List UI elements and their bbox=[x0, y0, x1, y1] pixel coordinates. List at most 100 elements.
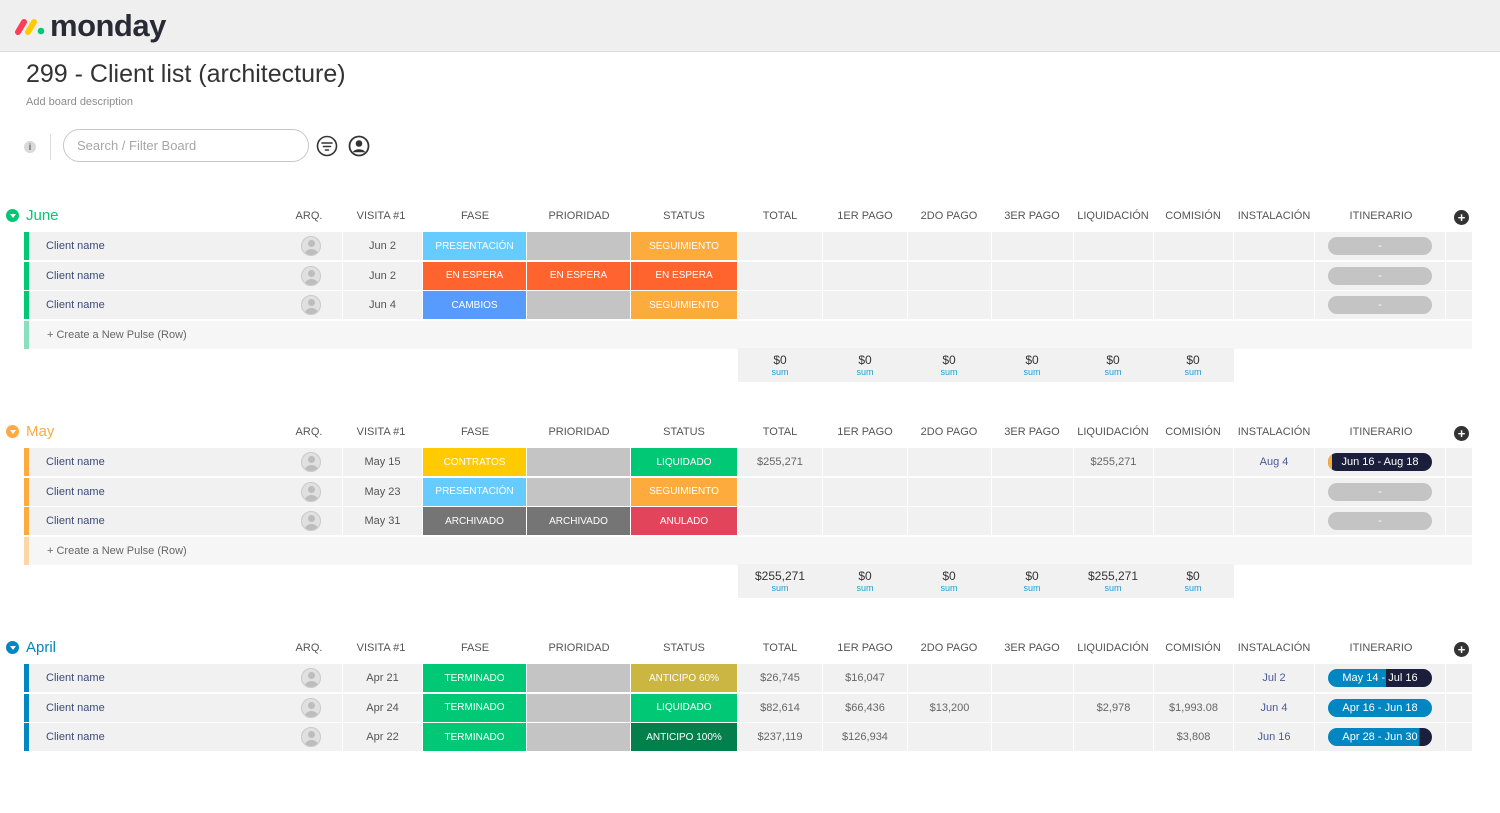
column-header-fase[interactable]: FASE bbox=[460, 426, 490, 438]
person-filter-icon[interactable] bbox=[348, 135, 370, 157]
search-input[interactable] bbox=[63, 129, 309, 162]
pago3-cell[interactable] bbox=[992, 232, 1073, 260]
column-header-3er-pago[interactable]: 3ER PAGO bbox=[1004, 642, 1060, 654]
comision-sum[interactable]: $0 sum bbox=[1153, 348, 1233, 382]
comision-cell[interactable] bbox=[1154, 448, 1233, 476]
column-header-arq-[interactable]: ARQ. bbox=[295, 642, 323, 654]
status-cell[interactable]: LIQUIDADO bbox=[631, 448, 737, 476]
architect-cell[interactable] bbox=[279, 723, 342, 751]
priority-cell[interactable] bbox=[527, 291, 630, 319]
column-header-1er-pago[interactable]: 1ER PAGO bbox=[837, 426, 893, 438]
pago1-cell[interactable] bbox=[823, 507, 907, 535]
column-header-comisi-n[interactable]: COMISIÓN bbox=[1165, 210, 1221, 222]
phase-cell[interactable]: TERMINADO bbox=[423, 693, 526, 722]
collapse-group-icon[interactable] bbox=[6, 209, 19, 222]
architect-cell[interactable] bbox=[279, 448, 342, 476]
client-name-cell[interactable]: Client name bbox=[29, 261, 279, 290]
column-header-arq-[interactable]: ARQ. bbox=[295, 426, 323, 438]
installation-cell[interactable] bbox=[1234, 291, 1314, 319]
create-pulse-button[interactable]: + Create a New Pulse (Row) bbox=[29, 537, 1472, 565]
comision-cell[interactable] bbox=[1154, 664, 1233, 692]
column-header-status[interactable]: STATUS bbox=[663, 210, 705, 222]
pago1-cell[interactable] bbox=[823, 477, 907, 506]
column-header-3er-pago[interactable]: 3ER PAGO bbox=[1004, 210, 1060, 222]
pago1-cell[interactable]: $16,047 bbox=[823, 664, 907, 692]
total-cell[interactable]: $82,614 bbox=[738, 693, 822, 722]
pago3-cell[interactable] bbox=[992, 448, 1073, 476]
pago2-cell[interactable] bbox=[908, 448, 991, 476]
total-cell[interactable] bbox=[738, 261, 822, 290]
column-header-visita-1[interactable]: VISITA #1 bbox=[356, 426, 406, 438]
pago2-cell[interactable]: $13,200 bbox=[908, 693, 991, 722]
comision-cell[interactable] bbox=[1154, 477, 1233, 506]
comision-cell[interactable]: $3,808 bbox=[1154, 723, 1233, 751]
itinerary-cell[interactable]: Jun 16 - Aug 18 bbox=[1315, 448, 1445, 476]
collapse-group-icon[interactable] bbox=[6, 641, 19, 654]
liquidacion-cell[interactable] bbox=[1074, 507, 1153, 535]
itinerary-cell[interactable]: - bbox=[1315, 477, 1445, 506]
phase-cell[interactable]: PRESENTACIÓN bbox=[423, 477, 526, 506]
pago2-cell[interactable] bbox=[908, 477, 991, 506]
table-row[interactable]: Client name Jun 2 PRESENTACIÓN SEGUIMIENTO - bbox=[24, 232, 1477, 261]
itinerary-cell[interactable]: - bbox=[1315, 291, 1445, 319]
column-header-prioridad[interactable]: PRIORIDAD bbox=[548, 426, 610, 438]
status-cell[interactable]: LIQUIDADO bbox=[631, 693, 737, 722]
liquidacion-sum[interactable]: $255,271 sum bbox=[1073, 564, 1153, 598]
installation-cell[interactable]: Jun 4 bbox=[1234, 693, 1314, 722]
column-header-prioridad[interactable]: PRIORIDAD bbox=[548, 210, 610, 222]
column-header-prioridad[interactable]: PRIORIDAD bbox=[548, 642, 610, 654]
status-cell[interactable]: ANTICIPO 100% bbox=[631, 723, 737, 751]
table-row[interactable]: Client name May 31 ARCHIVADO ARCHIVADO ANULA… bbox=[24, 507, 1477, 536]
visit-date-cell[interactable]: Jun 2 bbox=[343, 261, 422, 290]
column-header-instalaci-n[interactable]: INSTALACIÓN bbox=[1237, 642, 1311, 654]
pago1-cell[interactable] bbox=[823, 232, 907, 260]
architect-cell[interactable] bbox=[279, 693, 342, 722]
status-cell[interactable]: SEGUIMIENTO bbox=[631, 232, 737, 260]
timeline-pill[interactable]: - bbox=[1328, 237, 1432, 255]
itinerary-cell[interactable]: May 14 - Jul 16 bbox=[1315, 664, 1445, 692]
phase-cell[interactable]: EN ESPERA bbox=[423, 261, 526, 290]
pago3-cell[interactable] bbox=[992, 261, 1073, 290]
priority-cell[interactable]: ARCHIVADO bbox=[527, 507, 630, 535]
pago3-cell[interactable] bbox=[992, 664, 1073, 692]
installation-cell[interactable]: Aug 4 bbox=[1234, 448, 1314, 476]
timeline-pill[interactable]: - bbox=[1328, 296, 1432, 314]
total-cell[interactable] bbox=[738, 291, 822, 319]
priority-cell[interactable] bbox=[527, 232, 630, 260]
installation-cell[interactable] bbox=[1234, 261, 1314, 290]
column-header-itinerario[interactable]: ITINERARIO bbox=[1349, 210, 1413, 222]
create-row[interactable]: + Create a New Pulse (Row) bbox=[24, 321, 1477, 350]
column-header-fase[interactable]: FASE bbox=[460, 210, 490, 222]
installation-cell[interactable] bbox=[1234, 477, 1314, 506]
timeline-pill[interactable]: Apr 16 - Jun 18 bbox=[1328, 698, 1432, 717]
table-row[interactable]: Client name Jun 2 EN ESPERA EN ESPERA EN ESP… bbox=[24, 261, 1477, 291]
add-column-icon[interactable]: + bbox=[1454, 642, 1469, 657]
comision-cell[interactable] bbox=[1154, 261, 1233, 290]
architect-cell[interactable] bbox=[279, 261, 342, 290]
comision-cell[interactable] bbox=[1154, 232, 1233, 260]
column-header-itinerario[interactable]: ITINERARIO bbox=[1349, 642, 1413, 654]
pago1-sum[interactable]: $0 sum bbox=[825, 564, 905, 598]
column-header-instalaci-n[interactable]: INSTALACIÓN bbox=[1237, 210, 1311, 222]
pago3-sum[interactable]: $0 sum bbox=[992, 564, 1072, 598]
total-cell[interactable] bbox=[738, 477, 822, 506]
client-name-cell[interactable]: Client name bbox=[29, 448, 279, 476]
phase-cell[interactable]: CAMBIOS bbox=[423, 291, 526, 319]
timeline-pill[interactable]: Apr 28 - Jun 30 bbox=[1328, 728, 1432, 746]
column-header-itinerario[interactable]: ITINERARIO bbox=[1349, 426, 1413, 438]
visit-date-cell[interactable]: Jun 2 bbox=[343, 232, 422, 260]
group-title[interactable]: April bbox=[26, 639, 57, 656]
pago1-cell[interactable] bbox=[823, 261, 907, 290]
visit-date-cell[interactable]: May 23 bbox=[343, 477, 422, 506]
column-header-fase[interactable]: FASE bbox=[460, 642, 490, 654]
itinerary-cell[interactable]: - bbox=[1315, 232, 1445, 260]
pago3-cell[interactable] bbox=[992, 291, 1073, 319]
total-cell[interactable]: $237,119 bbox=[738, 723, 822, 751]
total-cell[interactable]: $255,271 bbox=[738, 448, 822, 476]
liquidacion-cell[interactable] bbox=[1074, 291, 1153, 319]
column-header-instalaci-n[interactable]: INSTALACIÓN bbox=[1237, 426, 1311, 438]
liquidacion-cell[interactable] bbox=[1074, 664, 1153, 692]
client-name-cell[interactable]: Client name bbox=[29, 232, 279, 260]
column-header-visita-1[interactable]: VISITA #1 bbox=[356, 210, 406, 222]
liquidacion-cell[interactable] bbox=[1074, 477, 1153, 506]
